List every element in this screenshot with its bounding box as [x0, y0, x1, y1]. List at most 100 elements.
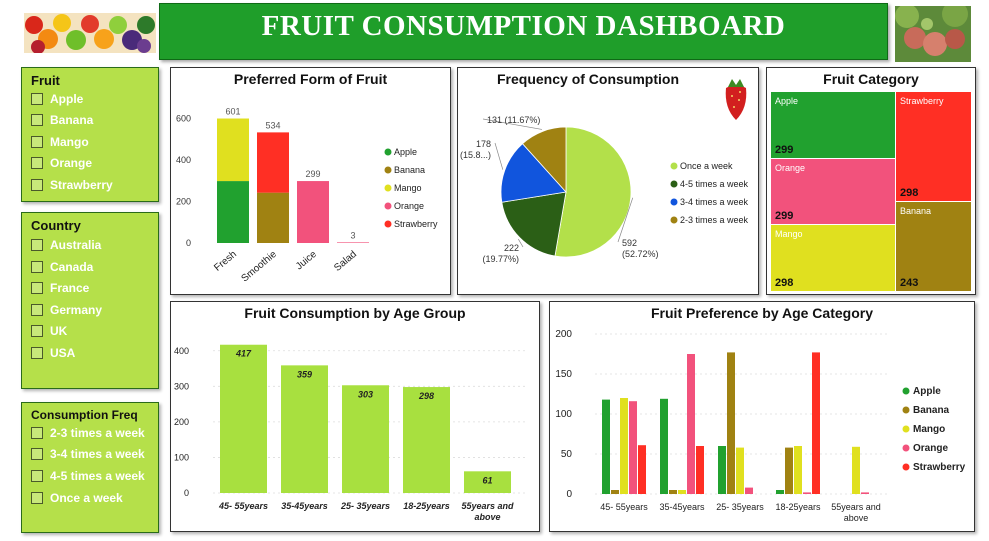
legend-label: Orange	[394, 201, 424, 211]
data-label: 178	[476, 139, 491, 149]
x-tick-label: Juice	[294, 249, 319, 273]
fruit-option-mango[interactable]: Mango	[31, 133, 89, 151]
bar	[696, 446, 704, 494]
y-tick-label: 200	[555, 329, 572, 340]
x-tick-label: Salad	[332, 249, 359, 274]
x-tick-label: above	[844, 513, 869, 523]
freq-option-2-3[interactable]: 2-3 times a week	[31, 424, 145, 442]
dashboard-title: FRUIT CONSUMPTION DASHBOARD	[261, 10, 786, 42]
y-tick-label: 0	[184, 488, 189, 498]
treemap-value: 299	[775, 210, 794, 222]
country-option-australia[interactable]: Australia	[31, 236, 101, 254]
bar	[660, 398, 668, 494]
checkbox-icon[interactable]	[31, 157, 43, 169]
bar	[745, 487, 753, 494]
fruit-option-strawberry[interactable]: Strawberry	[31, 176, 113, 194]
bar	[281, 365, 328, 493]
country-option-germany[interactable]: Germany	[31, 301, 102, 319]
bar	[803, 492, 811, 494]
freq-option-4-5[interactable]: 4-5 times a week	[31, 467, 145, 485]
x-tick-label: above	[474, 512, 500, 522]
bar	[687, 354, 695, 494]
x-tick-label: 35-45years	[281, 501, 328, 511]
x-tick-label: 25- 35years	[340, 501, 390, 511]
pie-slice	[500, 143, 567, 203]
treemap-tile-apple[interactable]: Apple 299	[770, 91, 896, 159]
checkbox-icon[interactable]	[31, 347, 43, 359]
x-tick-label: 25- 35years	[716, 502, 764, 512]
data-label: 359	[297, 369, 312, 379]
data-label: (15.8...)	[460, 150, 491, 160]
checkbox-icon[interactable]	[31, 470, 43, 482]
checkbox-icon[interactable]	[31, 282, 43, 294]
freq-option-3-4[interactable]: 3-4 times a week	[31, 445, 145, 463]
bar	[812, 352, 820, 494]
checkbox-icon[interactable]	[31, 325, 43, 337]
checkbox-icon[interactable]	[31, 427, 43, 439]
checkbox-icon[interactable]	[31, 114, 43, 126]
legend-label: Strawberry	[394, 219, 438, 229]
bar	[220, 344, 267, 493]
checkbox-icon[interactable]	[31, 136, 43, 148]
x-tick-label: 45- 55years	[218, 501, 268, 511]
freq-option-once[interactable]: Once a week	[31, 489, 123, 507]
checkbox-icon[interactable]	[31, 179, 43, 191]
bar	[342, 385, 389, 493]
preferred-form-title: Preferred Form of Fruit	[233, 71, 388, 87]
legend-marker	[670, 162, 678, 170]
checkbox-icon[interactable]	[31, 261, 43, 273]
leader-line	[482, 118, 543, 130]
strawberry-photo	[719, 70, 753, 124]
treemap-value: 243	[900, 277, 919, 289]
bar	[602, 399, 610, 494]
fruit-option-label: Apple	[50, 92, 84, 106]
x-tick-label: 45- 55years	[600, 502, 648, 512]
country-option-label: Germany	[50, 303, 103, 317]
treemap-tile-strawberry[interactable]: Strawberry 298	[895, 91, 972, 202]
data-label: 601	[225, 107, 240, 117]
data-label: 3	[350, 230, 355, 240]
country-option-canada[interactable]: Canada	[31, 258, 93, 276]
treemap-value: 298	[775, 277, 794, 289]
legend-marker	[384, 166, 392, 174]
checkbox-icon[interactable]	[31, 239, 43, 251]
bar-segment	[257, 192, 289, 243]
y-tick-label: 200	[176, 197, 191, 207]
legend-label: Apple	[913, 386, 941, 397]
x-tick-label: 18-25years	[403, 501, 450, 511]
consumption-freq-slicer-title: Consumption Freq	[31, 408, 138, 422]
country-option-uk[interactable]: UK	[31, 322, 67, 340]
pie-slice	[521, 126, 567, 194]
pie-slice	[554, 126, 632, 258]
age-group-title: Fruit Consumption by Age Group	[244, 305, 466, 321]
bar	[727, 352, 735, 494]
fruit-option-orange[interactable]: Orange	[31, 154, 92, 172]
age-category-panel: Fruit Preference by Age Category 0 50 100 1…	[549, 301, 975, 532]
country-option-usa[interactable]: USA	[31, 344, 75, 362]
treemap-tile-mango[interactable]: Mango 298	[770, 224, 896, 292]
treemap-tile-banana[interactable]: Banana 243	[895, 201, 972, 292]
y-tick-label: 600	[176, 114, 191, 124]
checkbox-icon[interactable]	[31, 492, 43, 504]
checkbox-icon[interactable]	[31, 93, 43, 105]
x-tick-label: Smoothie	[239, 249, 279, 285]
bar	[736, 447, 744, 494]
country-option-france[interactable]: France	[31, 279, 89, 297]
fruit-photo-left	[24, 13, 156, 53]
checkbox-icon[interactable]	[31, 448, 43, 460]
age-category-title: Fruit Preference by Age Category	[651, 305, 873, 321]
y-tick-label: 50	[561, 449, 573, 460]
legend-label: 2-3 times a week	[680, 215, 749, 225]
country-option-label: France	[50, 281, 90, 295]
bar	[861, 492, 869, 494]
frequency-panel: Frequency of Consumption 592 (52.72%) 222(…	[457, 67, 759, 295]
checkbox-icon[interactable]	[31, 304, 43, 316]
fruit-option-banana[interactable]: Banana	[31, 111, 93, 129]
legend-label: Apple	[394, 147, 417, 157]
treemap-label: Banana	[900, 206, 932, 216]
country-slicer: Country Australia Canada France Germany …	[21, 212, 159, 389]
fruit-option-apple[interactable]: Apple	[31, 90, 83, 108]
treemap-label: Orange	[775, 163, 806, 173]
treemap-tile-orange[interactable]: Orange 299	[770, 158, 896, 225]
legend-label: Banana	[394, 165, 425, 175]
